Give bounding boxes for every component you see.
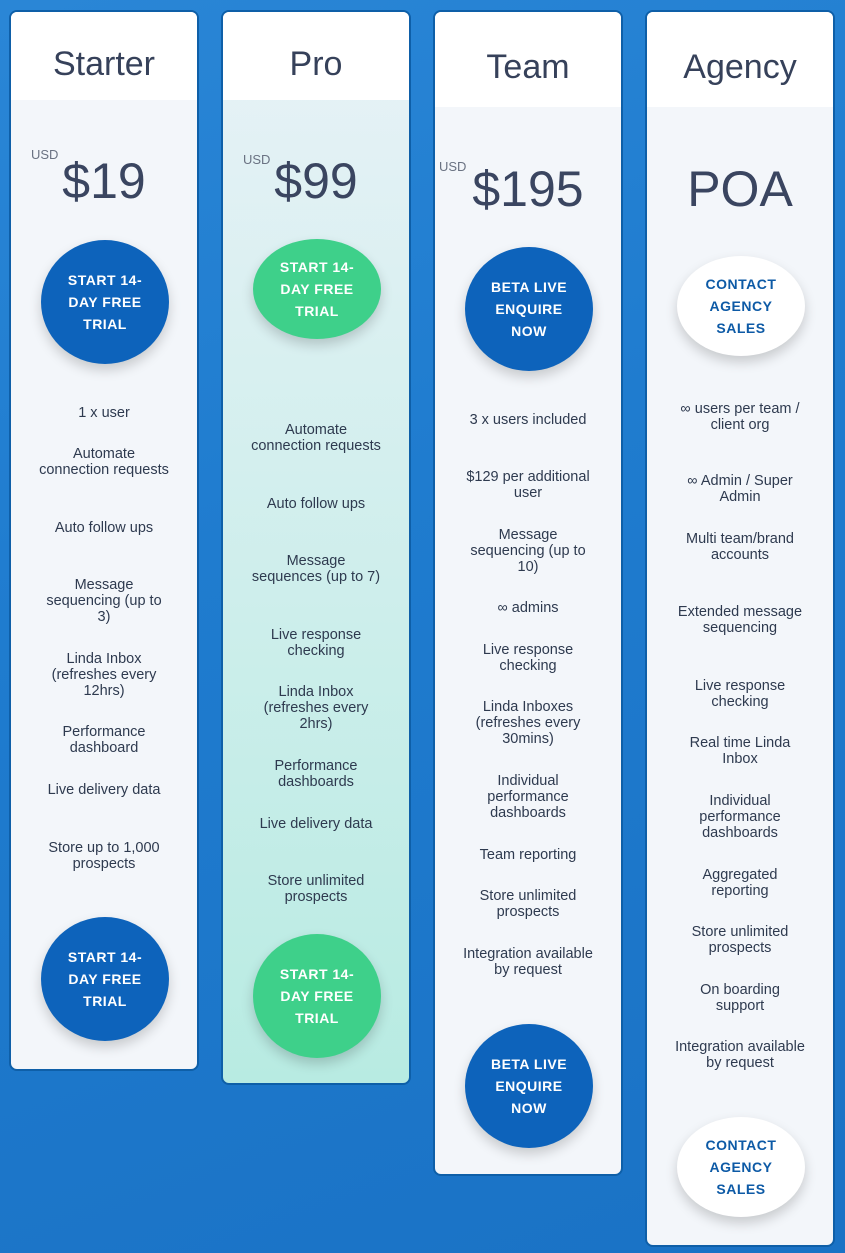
plan-card-team: Team USD $195 BETA LIVE ENQUIRE NOW 3 x …: [433, 10, 623, 1176]
feature-item: Message sequences (up to 7): [251, 553, 381, 585]
feature-item: Integration available by request: [463, 946, 593, 978]
feature-item: Linda Inbox (refreshes every 2hrs): [263, 684, 369, 732]
feature-item: $129 per additional user: [466, 469, 590, 501]
feature-item: ∞ admins: [497, 600, 559, 616]
feature-item: Auto follow ups: [54, 520, 154, 536]
plan-card-starter: Starter USD $19 START 14-DAY FREE TRIAL …: [9, 10, 199, 1071]
enquire-now-button[interactable]: BETA LIVE ENQUIRE NOW: [465, 247, 593, 371]
currency-label: USD: [439, 159, 467, 174]
plan-header: Starter: [11, 12, 197, 100]
plan-header: Pro: [223, 12, 409, 100]
feature-item: Store unlimited prospects: [691, 924, 789, 956]
feature-item: ∞ Admin / Super Admin: [687, 473, 793, 505]
feature-item: Extended message sequencing: [677, 604, 803, 636]
start-trial-button[interactable]: START 14-DAY FREE TRIAL: [41, 917, 169, 1041]
plan-name: Pro: [289, 45, 343, 83]
plan-price: $195: [472, 161, 584, 217]
feature-item: Performance dashboard: [62, 724, 146, 756]
contact-sales-button[interactable]: CONTACT AGENCY SALES: [677, 256, 805, 356]
feature-item: 1 x user: [78, 405, 130, 421]
currency-label: USD: [243, 152, 271, 167]
enquire-now-button[interactable]: BETA LIVE ENQUIRE NOW: [465, 1024, 593, 1148]
feature-item: Linda Inboxes (refreshes every 30mins): [475, 699, 581, 747]
feature-item: On boarding support: [700, 982, 780, 1014]
feature-item: Store unlimited prospects: [479, 888, 577, 920]
feature-item: Live response checking: [694, 678, 786, 710]
plan-card-pro: Pro USD $99 START 14-DAY FREE TRIAL Auto…: [221, 10, 411, 1085]
feature-item: 3 x users included: [469, 412, 587, 428]
start-trial-button[interactable]: START 14-DAY FREE TRIAL: [253, 239, 381, 339]
feature-item: Multi team/brand accounts: [686, 531, 794, 563]
feature-item: Live delivery data: [259, 816, 373, 832]
feature-item: Performance dashboards: [274, 758, 358, 790]
plan-price: $99: [274, 153, 358, 209]
feature-item: Automate connection requests: [39, 446, 169, 478]
feature-item: Aggregated reporting: [702, 867, 778, 899]
feature-item: Live response checking: [482, 642, 574, 674]
feature-item: Live response checking: [270, 627, 362, 659]
plan-name: Agency: [683, 48, 797, 86]
start-trial-button[interactable]: START 14-DAY FREE TRIAL: [41, 240, 169, 364]
start-trial-button[interactable]: START 14-DAY FREE TRIAL: [253, 934, 381, 1058]
feature-item: Individual performance dashboards: [487, 773, 569, 821]
currency-label: USD: [31, 147, 59, 162]
feature-item: Individual performance dashboards: [699, 793, 781, 841]
feature-item: Team reporting: [479, 847, 577, 863]
plan-card-agency: Agency POA CONTACT AGENCY SALES ∞ users …: [645, 10, 835, 1247]
plan-price: POA: [687, 161, 793, 217]
feature-item: Store up to 1,000 prospects: [48, 840, 160, 872]
feature-item: Store unlimited prospects: [267, 873, 365, 905]
feature-item: Automate connection requests: [251, 422, 381, 454]
plan-header: Agency: [647, 12, 833, 107]
feature-item: Message sequencing (up to 3): [46, 577, 162, 625]
feature-item: Integration available by request: [675, 1039, 805, 1071]
feature-item: Auto follow ups: [266, 496, 366, 512]
feature-item: ∞ users per team / client org: [680, 401, 800, 433]
plan-name: Starter: [52, 45, 156, 83]
plan-name: Team: [486, 48, 570, 86]
feature-item: Real time Linda Inbox: [689, 735, 791, 767]
feature-item: Message sequencing (up to 10): [470, 527, 586, 575]
plan-price: $19: [62, 153, 146, 209]
plan-header: Team: [435, 12, 621, 107]
feature-item: Linda Inbox (refreshes every 12hrs): [51, 651, 157, 699]
contact-sales-button[interactable]: CONTACT AGENCY SALES: [677, 1117, 805, 1217]
feature-item: Live delivery data: [47, 782, 161, 798]
